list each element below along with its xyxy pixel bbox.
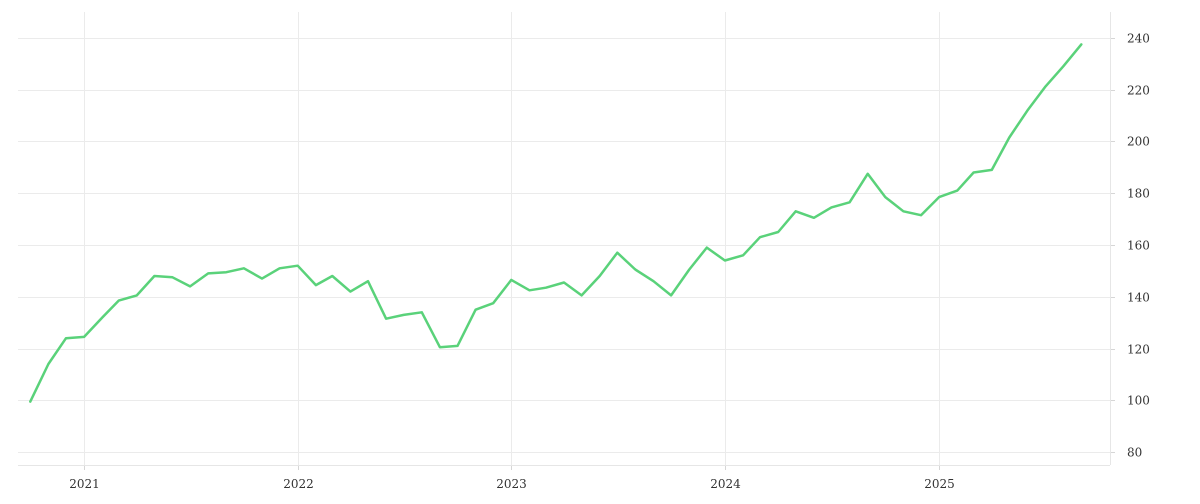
x-tick-label: 2025 bbox=[924, 477, 955, 491]
x-tick-label: 2023 bbox=[496, 477, 527, 491]
x-tick-label: 2022 bbox=[283, 477, 314, 491]
y-tick-label: 220 bbox=[1127, 84, 1150, 98]
y-tick-label: 200 bbox=[1127, 135, 1150, 149]
x-tick-label: 2024 bbox=[710, 477, 741, 491]
axes bbox=[18, 12, 1115, 470]
y-tick-label: 80 bbox=[1127, 446, 1142, 460]
grid bbox=[18, 12, 1110, 465]
x-tick-label: 2021 bbox=[69, 477, 100, 491]
y-tick-label: 140 bbox=[1127, 291, 1150, 305]
y-tick-label: 100 bbox=[1127, 394, 1150, 408]
y-tick-label: 180 bbox=[1127, 187, 1150, 201]
y-tick-label: 160 bbox=[1127, 239, 1150, 253]
series-layer bbox=[30, 44, 1081, 401]
series-line bbox=[30, 44, 1081, 401]
y-tick-label: 240 bbox=[1127, 32, 1150, 46]
y-tick-label: 120 bbox=[1127, 343, 1150, 357]
